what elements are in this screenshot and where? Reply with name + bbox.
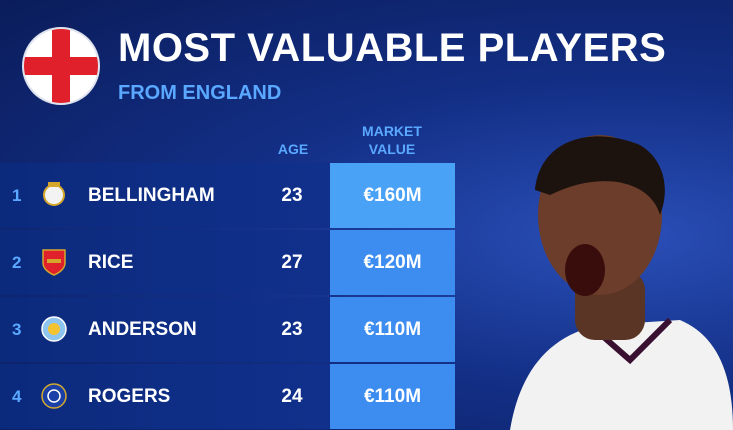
club-crest (41, 383, 67, 409)
player-name: ANDERSON (88, 318, 197, 340)
market-value: €120M (330, 230, 455, 295)
player-name: BELLINGHAM (88, 184, 215, 206)
england-flag (22, 27, 100, 105)
table-row: 2 RICE 27 €120M (0, 230, 455, 295)
column-header: AGE (277, 141, 309, 157)
table-row: 4 ROGERS 24 €110M (0, 364, 455, 429)
column-header: MARKET VALUE (362, 123, 422, 157)
rank: 2 (12, 252, 22, 272)
subtitle: FROM ENGLAND (118, 82, 282, 104)
player-age: 23 (281, 318, 303, 340)
player-age: 24 (281, 385, 303, 407)
market-value: €110M (330, 297, 455, 362)
market-value: €110M (330, 364, 455, 429)
rank: 4 (12, 386, 22, 406)
title: MOST VALUABLE PLAYERS (118, 26, 667, 70)
table-row: 3 ANDERSON 23 €110M (0, 297, 455, 362)
club-crest (43, 182, 65, 206)
market-value: €160M (330, 163, 455, 228)
rank: 1 (12, 185, 22, 205)
rank: 3 (12, 319, 22, 339)
club-crest (41, 316, 67, 342)
player-age: 27 (281, 251, 303, 273)
player-name: ROGERS (88, 385, 171, 407)
club-crest (42, 249, 66, 276)
player-photo (510, 135, 733, 430)
table-row: 1 BELLINGHAM 23 €160M (0, 163, 455, 228)
player-name: RICE (88, 251, 134, 273)
player-age: 23 (281, 184, 303, 206)
